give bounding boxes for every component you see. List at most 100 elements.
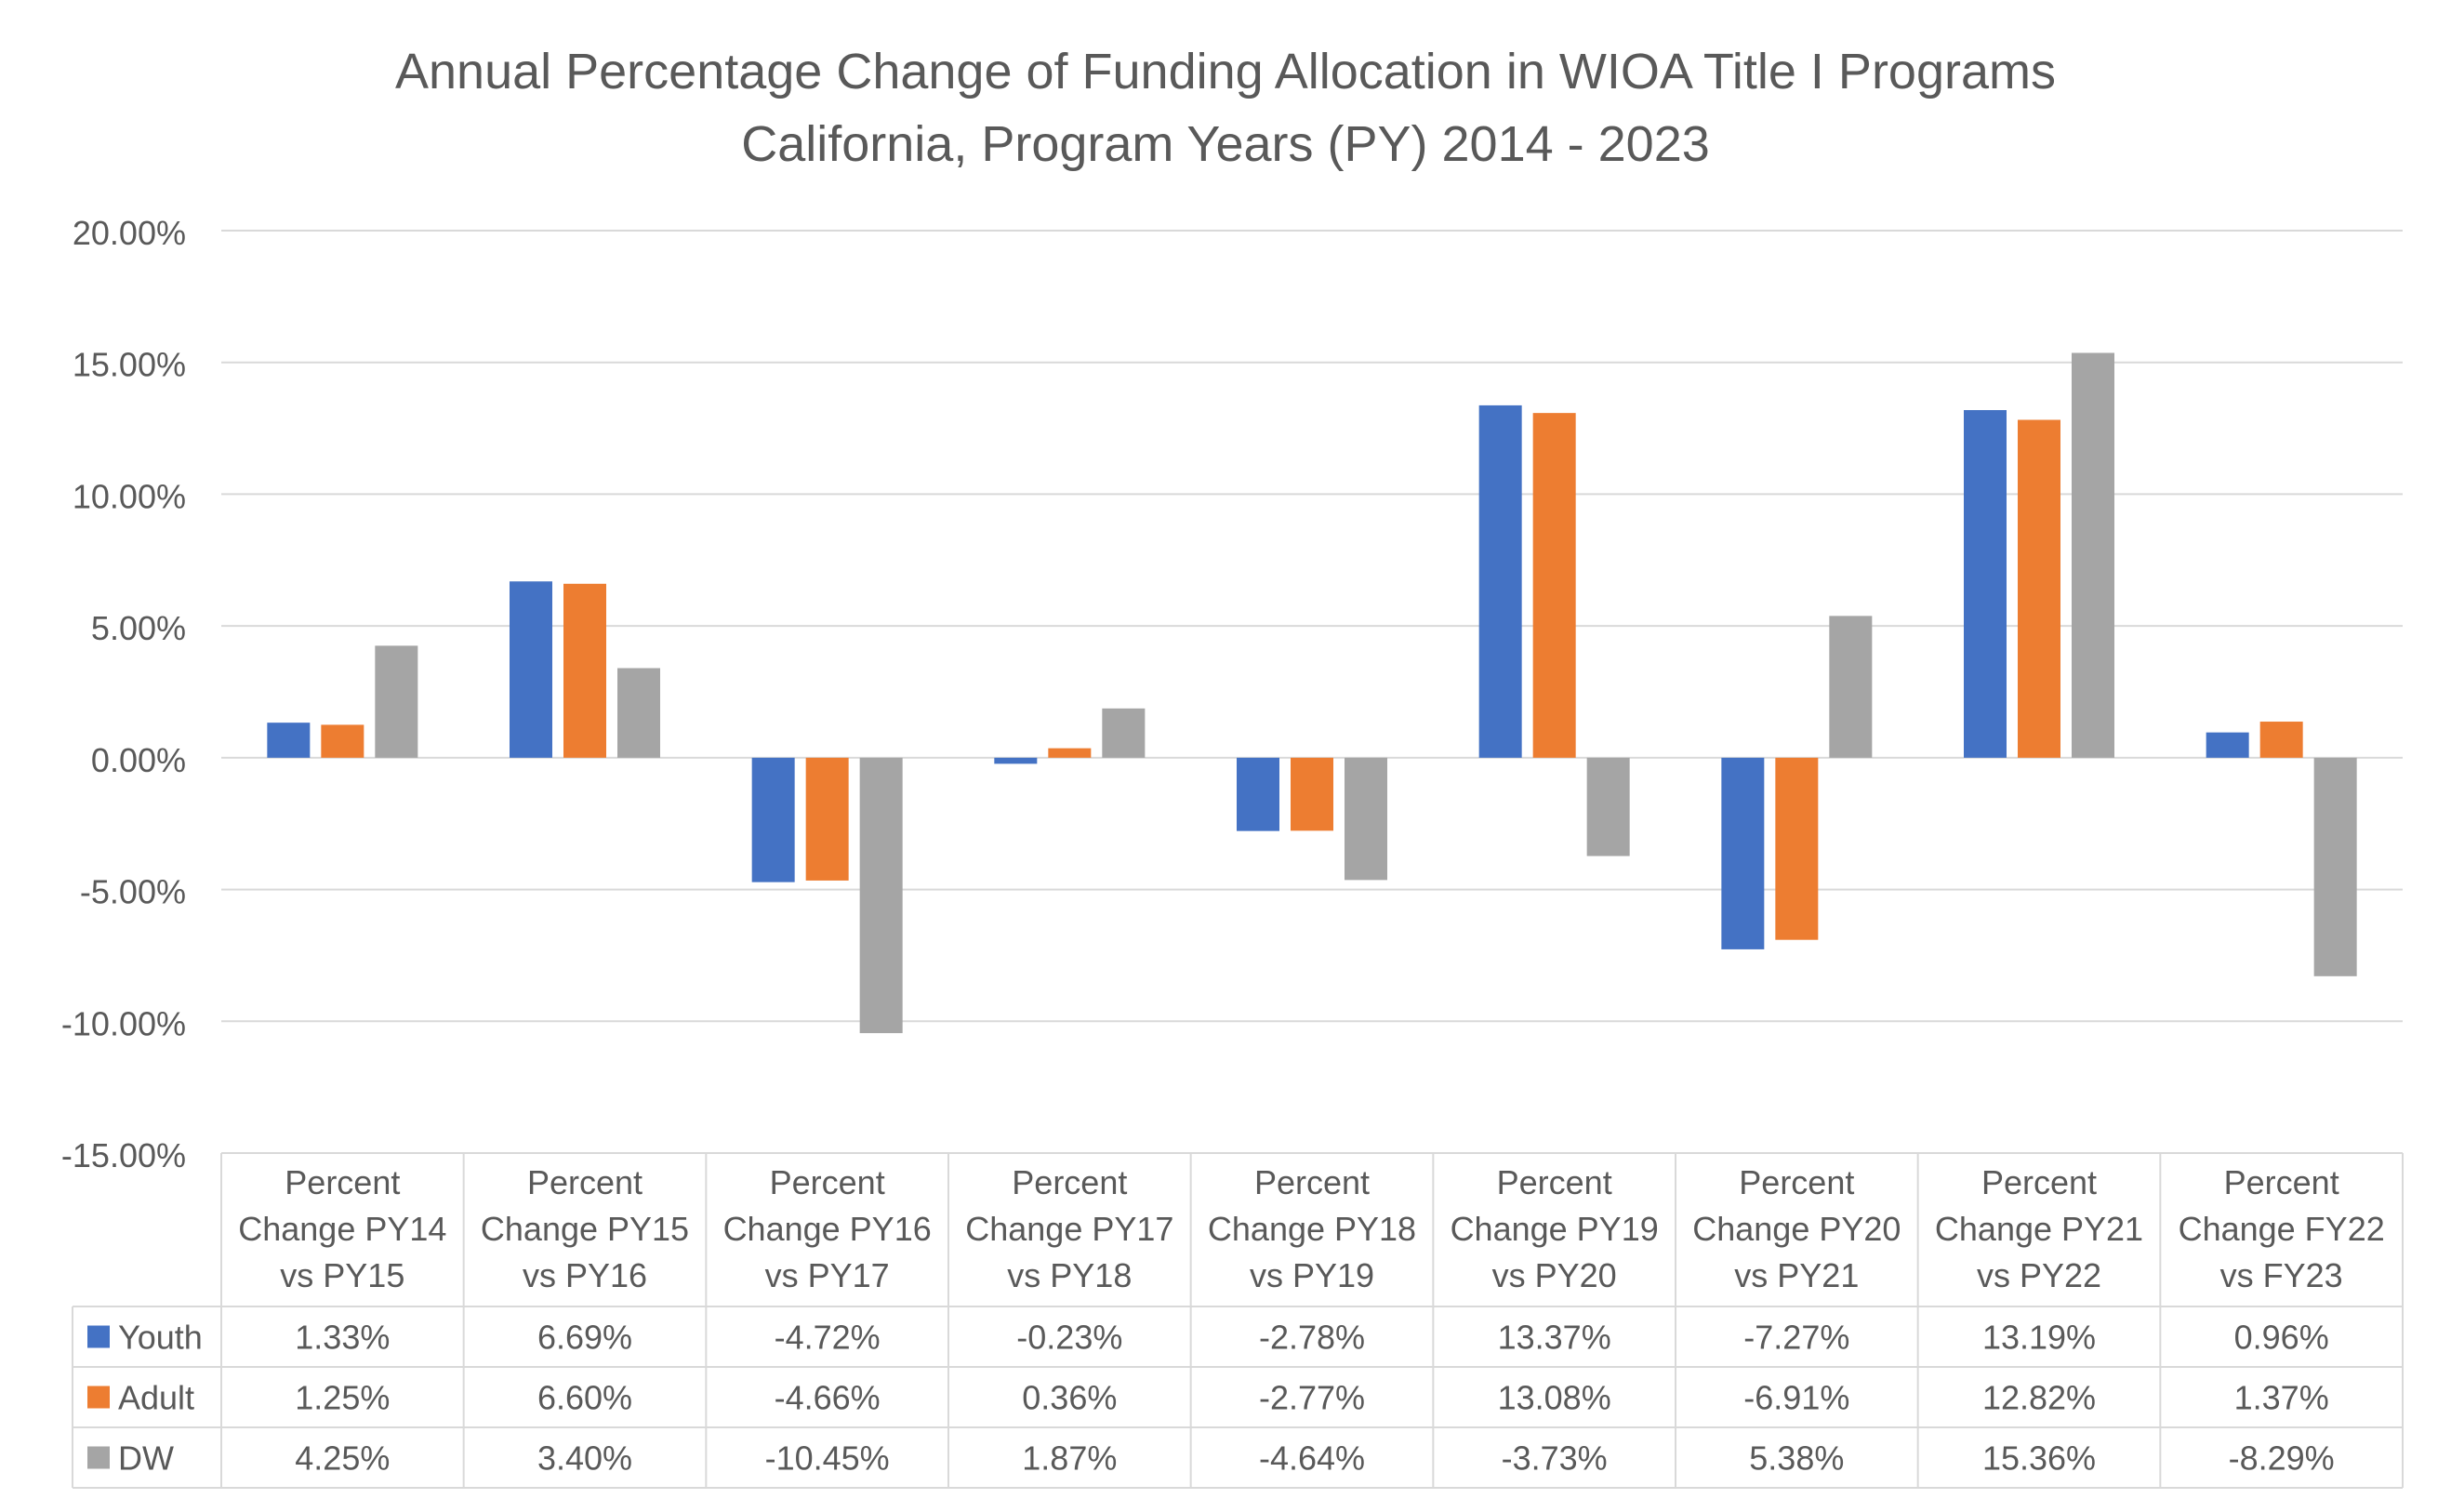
data-label: 3.40% [537, 1439, 632, 1478]
bar-adult [1048, 748, 1092, 758]
data-label: 12.82% [1982, 1379, 2096, 1417]
bar-dw [2313, 757, 2357, 976]
category-label: Percent [2224, 1163, 2339, 1201]
category-label: Change PY18 [1208, 1210, 1416, 1248]
bar-youth [1721, 757, 1765, 949]
bar-adult [1291, 757, 1333, 831]
y-tick-label: 20.00% [73, 214, 186, 252]
y-tick-label: -15.00% [61, 1136, 186, 1174]
data-label: -4.72% [775, 1319, 881, 1357]
category-label: Change PY17 [965, 1210, 1173, 1248]
category-label: Percent [1254, 1163, 1370, 1201]
data-table: Percent Change PY14 vs PY15 Percent Change P… [72, 1152, 2404, 1489]
category-label: vs PY20 [1492, 1256, 1617, 1294]
category-label: Percent [527, 1163, 643, 1201]
category-label: vs PY17 [765, 1256, 890, 1294]
bar-youth [1478, 405, 1522, 758]
y-tick-label: 15.00% [73, 346, 186, 384]
data-label: 6.69% [537, 1319, 632, 1357]
bar-dw [375, 645, 418, 758]
data-label: -2.77% [1259, 1379, 1365, 1417]
data-label: 1.37% [2234, 1379, 2329, 1417]
data-label: -2.78% [1259, 1319, 1365, 1357]
bars [267, 352, 2357, 1034]
bar-dw [859, 757, 903, 1034]
category-label: vs PY18 [1007, 1256, 1132, 1294]
category-label: Percent [1739, 1163, 1854, 1201]
category-label: vs PY16 [523, 1256, 647, 1294]
data-label: -10.45% [765, 1439, 890, 1478]
data-label: 1.87% [1022, 1439, 1117, 1478]
category-label: vs PY22 [1977, 1256, 2101, 1294]
bar-dw [1586, 757, 1630, 856]
bar-dw [2072, 352, 2114, 758]
bar-adult [2018, 419, 2060, 758]
data-label: -7.27% [1743, 1319, 1849, 1357]
data-label: 13.19% [1982, 1319, 2096, 1357]
category-label: vs FY23 [2220, 1256, 2343, 1294]
data-label: -4.64% [1259, 1439, 1365, 1478]
series-name-adult: Adult [118, 1379, 194, 1417]
data-label: 1.33% [295, 1319, 390, 1357]
data-label: 4.25% [295, 1439, 390, 1478]
y-tick-label: 0.00% [91, 741, 186, 779]
data-label: -4.66% [775, 1379, 881, 1417]
bar-youth [1964, 410, 2007, 758]
category-label: vs PY19 [1250, 1256, 1374, 1294]
y-tick-label: 5.00% [91, 609, 186, 647]
y-tick-label: -5.00% [80, 873, 186, 911]
category-label: Percent [1981, 1163, 2097, 1201]
bar-adult [1775, 757, 1819, 940]
category-label: Change PY19 [1451, 1210, 1659, 1248]
data-label: 13.08% [1498, 1379, 1611, 1417]
bar-youth [510, 581, 552, 758]
data-label: -6.91% [1743, 1379, 1849, 1417]
category-label: Percent [1012, 1163, 1127, 1201]
data-label: 15.36% [1982, 1439, 2096, 1478]
legend-key-adult [87, 1386, 110, 1409]
data-label: -8.29% [2229, 1439, 2335, 1478]
category-label: Percent [770, 1163, 885, 1201]
category-label: Change PY15 [481, 1210, 689, 1248]
category-label: Change PY14 [238, 1210, 446, 1248]
legend-key-youth [87, 1325, 110, 1348]
bar-youth [1237, 757, 1279, 831]
category-label: Percent [285, 1163, 400, 1201]
bar-adult [1532, 413, 1576, 758]
chart-title-line-2: California, Program Years (PY) 2014 - 20… [741, 116, 1710, 172]
chart-title-line-1: Annual Percentage Change of Funding Allo… [395, 44, 2056, 99]
series-name-youth: Youth [118, 1319, 203, 1357]
data-label: 6.60% [537, 1379, 632, 1417]
category-label: Change PY16 [723, 1210, 932, 1248]
category-label: Change FY22 [2179, 1210, 2385, 1248]
data-label: 0.96% [2234, 1319, 2329, 1357]
data-label: 5.38% [1749, 1439, 1844, 1478]
bar-dw [617, 668, 660, 758]
bar-youth [267, 723, 311, 758]
data-label: 13.37% [1498, 1319, 1611, 1357]
category-label: vs PY15 [280, 1256, 404, 1294]
category-label: Change PY21 [1935, 1210, 2143, 1248]
data-label: 0.36% [1022, 1379, 1117, 1417]
category-label: Percent [1497, 1163, 1612, 1201]
bar-youth [2206, 732, 2249, 758]
y-axis-tick-labels: 20.00% 15.00% 10.00% 5.00% 0.00% -5.00% -10.00… [61, 214, 186, 1174]
bar-adult [805, 757, 849, 881]
category-label: vs PY21 [1734, 1256, 1859, 1294]
y-tick-label: -10.00% [61, 1004, 186, 1042]
bar-youth [751, 757, 795, 882]
category-label: Change PY20 [1692, 1210, 1901, 1248]
bar-adult [2259, 722, 2303, 758]
series-name-dw: DW [118, 1439, 174, 1478]
data-label: -3.73% [1502, 1439, 1608, 1478]
data-label: 1.25% [295, 1379, 390, 1417]
bar-adult [321, 724, 364, 758]
bar-youth [994, 757, 1038, 764]
bar-dw [1102, 708, 1146, 758]
bar-dw [1829, 616, 1873, 758]
y-tick-label: 10.00% [73, 477, 186, 515]
chart-title: Annual Percentage Change of Funding Allo… [395, 44, 2056, 172]
bar-adult [563, 583, 606, 758]
